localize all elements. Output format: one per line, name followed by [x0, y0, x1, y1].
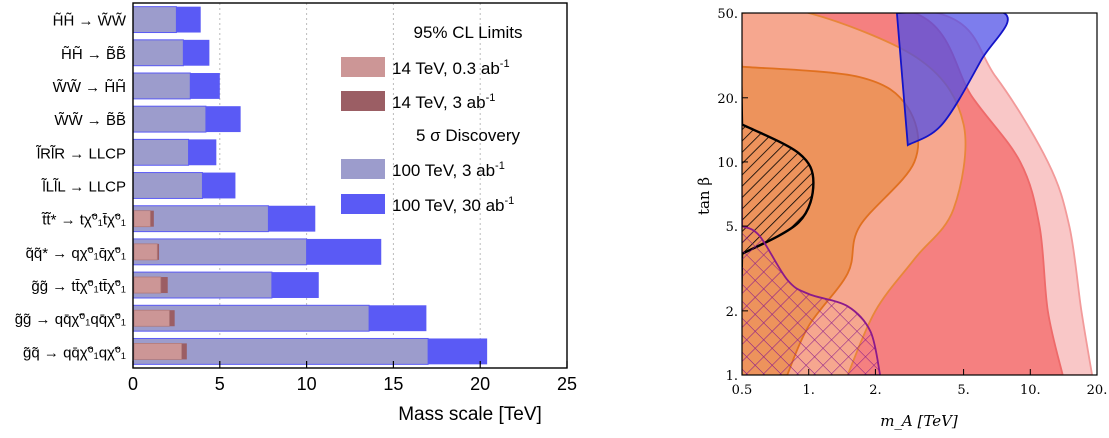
- row-label: g̃q̃ → qq̄χ̃⁰₁qχ̃⁰₁: [23, 344, 126, 361]
- x-tick-label: 25: [557, 374, 577, 394]
- row-label: g̃g̃ → tt̄χ̃⁰₁tt̄χ̃⁰₁: [31, 278, 126, 295]
- x-axis-label: m_A [TeV]: [880, 412, 958, 430]
- bar-fcc-low: [132, 238, 308, 266]
- bar-row: [132, 205, 316, 233]
- legend-swatch-fcc-low: [341, 159, 385, 179]
- region-black-hatched: [742, 56, 815, 328]
- bar-chart: H̃H̃ → W̃W̃ H̃H̃ → B̃B̃ W̃W̃ → H̃H̃ W̃W̃ → …: [15, 2, 577, 425]
- x-tick-label: 10.: [1020, 383, 1041, 398]
- legend-swatch-lhc-low: [341, 57, 385, 77]
- legend-title-discovery: 5 σ Discovery: [416, 126, 521, 145]
- bar-fcc-low: [132, 105, 207, 133]
- y-tick-label: 5.: [726, 220, 738, 235]
- plot-frame: [741, 12, 1098, 376]
- legend-title-limits: 95% CL Limits: [414, 23, 523, 42]
- x-tick-label: 15: [383, 374, 403, 394]
- x-tick-label: 5.: [957, 383, 969, 398]
- region-blue: [895, 13, 1009, 147]
- legend-swatch-fcc-high: [341, 194, 385, 214]
- exclusion-region-chart: 0.5 1. 2. 5. 10. 20.1.2.5.10.20.50. m_A [TeV]…: [695, 7, 1107, 430]
- legend: 95% CL Limits 14 TeV, 0.3 ab-1 14 TeV, 3…: [341, 23, 522, 215]
- x-tick-label: 1.: [803, 383, 815, 398]
- bar-fcc-low: [132, 205, 269, 233]
- y-tick-label: 2.: [726, 305, 738, 320]
- legend-entry-fcc-high: 100 TeV, 30 ab-1: [392, 195, 514, 215]
- bar-row: [132, 39, 210, 67]
- bar-row: [132, 6, 201, 34]
- x-tick-label: 0: [128, 374, 138, 394]
- bar-row: [132, 105, 241, 133]
- row-label: l̃Ll̃L → LLCP: [41, 178, 126, 196]
- bar-row: [132, 72, 220, 100]
- axis-ticks: 0.5 1. 2. 5. 10. 20.1.2.5.10.20.50.: [717, 7, 1107, 398]
- x-tick-label: 20: [470, 374, 490, 394]
- bar-fcc-low: [132, 138, 190, 166]
- row-label: g̃g̃ → qq̄χ̃⁰₁qq̄χ̃⁰₁: [15, 311, 126, 328]
- bar-row: [132, 304, 427, 332]
- x-tick-label: 5: [215, 374, 225, 394]
- bar-row: [132, 238, 382, 266]
- bar-row: [132, 138, 217, 166]
- x-tick-label: 20.: [1087, 383, 1108, 398]
- plot-frame: [132, 2, 568, 369]
- x-tick-label: 10: [297, 374, 317, 394]
- bar-lhc-low: [133, 276, 162, 294]
- y-tick-label: 10.: [717, 156, 738, 171]
- bar-row: [132, 172, 236, 199]
- bar-fcc-low: [132, 172, 203, 199]
- y-axis-label: tan β: [695, 177, 713, 215]
- y-tick-label: 50.: [717, 7, 738, 22]
- legend-entry-lhc-low: 14 TeV, 0.3 ab-1: [392, 58, 510, 78]
- x-tick-label: 2.: [869, 383, 881, 398]
- row-label: q̃q̃* → qχ̃⁰₁q̄χ̃⁰₁: [26, 245, 126, 262]
- row-label: l̃Rl̃R → LLCP: [35, 145, 126, 163]
- bar-series: [132, 6, 488, 365]
- row-label: H̃H̃ → W̃W̃: [53, 12, 127, 29]
- x-tick-label: 0.5: [732, 383, 753, 398]
- x-axis-label: Mass scale [TeV]: [398, 404, 542, 425]
- y-tick-label: 20.: [717, 92, 738, 107]
- bar-lhc-low: [133, 342, 183, 360]
- bar-row: [132, 271, 319, 299]
- legend-entry-lhc-high: 14 TeV, 3 ab-1: [392, 92, 495, 112]
- row-label: t̃t̃* → tχ̃⁰₁t̄χ̃⁰₁: [41, 212, 126, 229]
- y-tick-label: 1.: [726, 369, 738, 384]
- grid-lines: [219, 3, 481, 368]
- legend-swatch-lhc-high: [341, 91, 385, 111]
- exclusion-regions: [742, 13, 1094, 375]
- bar-fcc-low: [132, 72, 191, 100]
- bar-fcc-low: [132, 39, 184, 67]
- bar-lhc-low: [133, 309, 170, 327]
- row-label: W̃W̃ → H̃H̃: [53, 78, 126, 95]
- row-label: W̃W̃ → B̃B̃: [54, 112, 126, 129]
- x-axis-ticks: 0 5 10 15 20 25: [128, 361, 577, 394]
- bar-fcc-low: [132, 6, 177, 34]
- row-labels: H̃H̃ → W̃W̃ H̃H̃ → B̃B̃ W̃W̃ → H̃H̃ W̃W̃ → …: [15, 12, 127, 361]
- legend-entry-fcc-low: 100 TeV, 3 ab-1: [392, 160, 505, 180]
- region-purple-hatched: [742, 129, 882, 375]
- bar-lhc-low: [133, 210, 151, 228]
- row-label: H̃H̃ → B̃B̃: [61, 45, 126, 62]
- bar-row: [132, 337, 488, 365]
- bar-lhc-low: [133, 243, 158, 261]
